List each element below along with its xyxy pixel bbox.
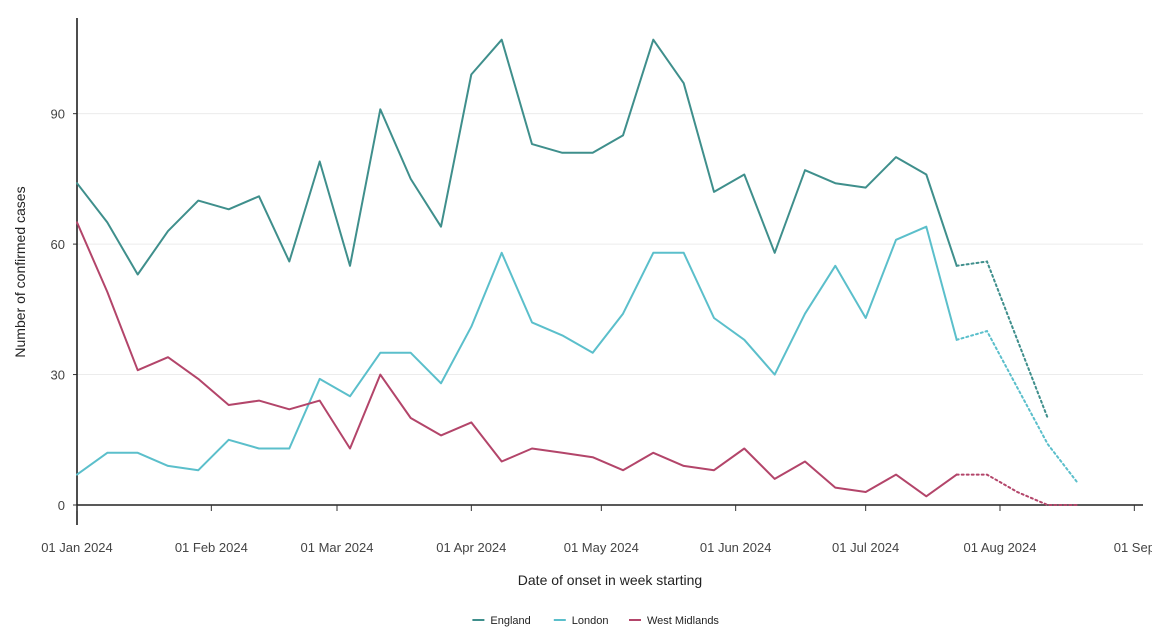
y-axis-title: Number of confirmed cases xyxy=(12,186,28,357)
legend-label: England xyxy=(490,615,530,627)
legend-label: London xyxy=(572,615,609,627)
y-tick-label: 0 xyxy=(58,498,65,513)
series-line-west-midlands xyxy=(76,221,958,498)
y-tick-label: 30 xyxy=(51,368,65,383)
legend: England London West Midlands xyxy=(472,615,719,627)
provisional-line-west-midlands xyxy=(955,473,1079,506)
x-tick-label: 01 Sep xyxy=(1114,540,1152,555)
x-tick-label: 01 Mar 2024 xyxy=(301,540,374,555)
x-tick-label: 01 Jun 2024 xyxy=(700,540,772,555)
x-tick-label: 01 Aug 2024 xyxy=(963,540,1036,555)
x-axis-title: Date of onset in week starting xyxy=(518,572,702,588)
y-tick-label: 90 xyxy=(51,107,65,122)
legend-label: West Midlands xyxy=(647,615,719,627)
provisional-line-england xyxy=(955,260,1049,419)
x-tick-label: 01 Jan 2024 xyxy=(41,540,113,555)
x-tick-label: 01 May 2024 xyxy=(564,540,639,555)
x-tick-label: 01 Jul 2024 xyxy=(832,540,899,555)
series-line-london xyxy=(76,225,958,476)
series-line-england xyxy=(76,38,958,276)
x-tick-label: 01 Apr 2024 xyxy=(436,540,506,555)
x-tick-label: 01 Feb 2024 xyxy=(175,540,248,555)
y-tick-label: 60 xyxy=(51,237,65,252)
provisional-line-london xyxy=(955,329,1079,485)
